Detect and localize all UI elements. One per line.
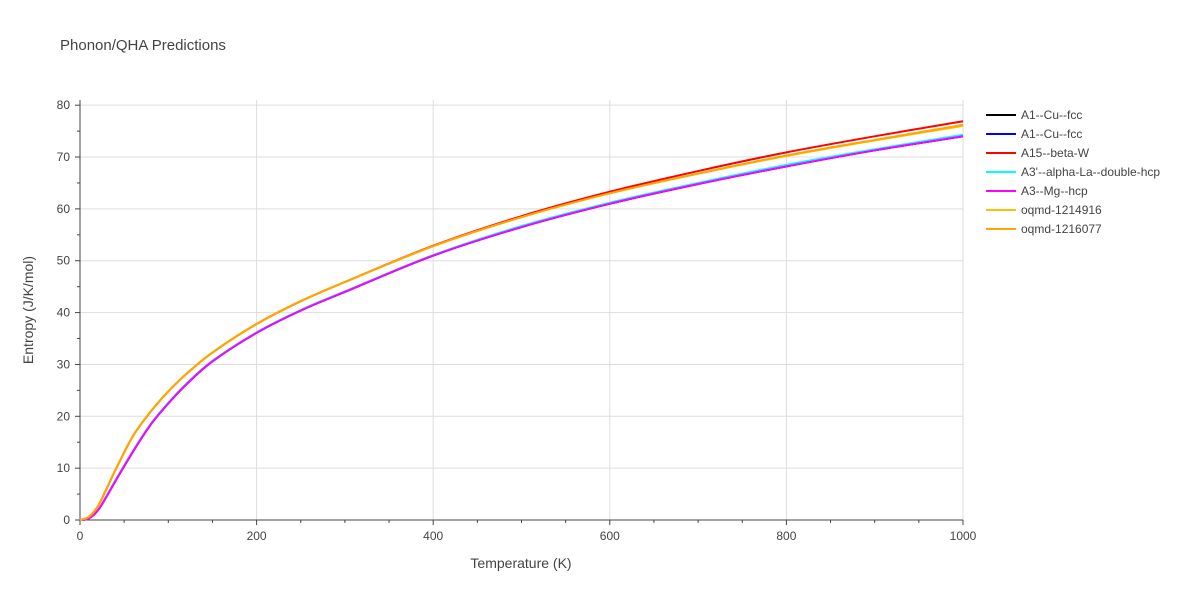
legend-label-2: A15--beta-W — [1021, 146, 1090, 160]
y-tick-label: 70 — [57, 150, 71, 164]
series-line-6 — [79, 123, 964, 521]
legend-label-1: A1--Cu--fcc — [1021, 127, 1082, 141]
x-tick-label: 600 — [600, 529, 620, 543]
legend-label-4: A3--Mg--hcp — [1021, 184, 1088, 198]
x-tick-label: 0 — [77, 529, 84, 543]
x-tick-label: 800 — [776, 529, 796, 543]
y-tick-label: 40 — [57, 306, 71, 320]
y-tick-label: 30 — [57, 357, 71, 371]
legend-label-6: oqmd-1216077 — [1021, 222, 1102, 236]
series-line-0 — [79, 135, 964, 521]
series-layer — [79, 120, 964, 521]
y-tick-label: 0 — [63, 513, 70, 527]
x-tick-label: 1000 — [950, 529, 977, 543]
legend-label-3: A3'--alpha-La--double-hcp — [1021, 165, 1160, 179]
series-line-1 — [79, 135, 964, 521]
grid-layer — [80, 100, 964, 520]
legend: A1--Cu--fcc A1--Cu--fcc A15--beta-W A3'--al… — [986, 108, 1160, 236]
axes-layer — [75, 100, 964, 525]
y-tick-label: 50 — [57, 254, 71, 268]
x-tick-label: 200 — [247, 529, 267, 543]
x-tick-label: 400 — [423, 529, 443, 543]
series-line-4 — [79, 135, 964, 521]
series-line-3 — [79, 133, 964, 521]
chart-title: Phonon/QHA Predictions — [60, 37, 226, 54]
y-tick-label: 80 — [57, 98, 71, 112]
y-tick-label: 60 — [57, 202, 71, 216]
y-tick-label: 10 — [57, 461, 71, 475]
legend-label-5: oqmd-1214916 — [1021, 203, 1102, 217]
y-axis-title: Entropy (J/K/mol) — [20, 256, 36, 364]
x-axis-title: Temperature (K) — [470, 555, 571, 571]
y-tick-label: 20 — [57, 409, 71, 423]
series-line-5 — [79, 124, 964, 521]
legend-label-0: A1--Cu--fcc — [1021, 108, 1082, 122]
ticks-layer: 0 200 400 600 800 1000 0 10 20 30 40 50 60 70 80 — [57, 98, 977, 543]
series-line-2 — [79, 120, 964, 521]
